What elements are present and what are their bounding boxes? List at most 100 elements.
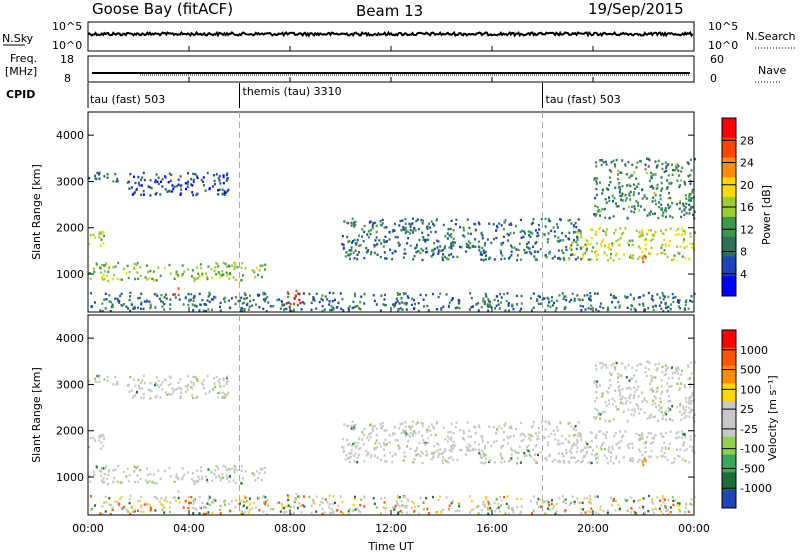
velocity-cell bbox=[677, 454, 680, 458]
velocity-cell bbox=[643, 411, 646, 414]
power-cell bbox=[369, 253, 372, 256]
velocity-cell bbox=[88, 379, 91, 383]
power-cell bbox=[607, 259, 610, 262]
power-cell bbox=[585, 249, 588, 252]
velocity-cell bbox=[611, 403, 614, 406]
power-cell bbox=[631, 257, 634, 260]
velocity-cell bbox=[664, 446, 667, 449]
power-cell bbox=[656, 293, 659, 296]
power-cell bbox=[102, 231, 105, 235]
velocity-cell bbox=[152, 473, 155, 476]
velocity-cell bbox=[641, 453, 644, 457]
power-cell bbox=[423, 305, 426, 308]
velocity-cell bbox=[225, 468, 228, 472]
velocity-cell bbox=[638, 448, 641, 451]
velocity-cell bbox=[441, 451, 444, 455]
velocity-cell bbox=[423, 508, 426, 511]
power-cell bbox=[128, 271, 131, 274]
power-cell bbox=[691, 213, 694, 217]
power-cell bbox=[213, 269, 216, 273]
power-cell bbox=[89, 292, 92, 295]
velocity-cell bbox=[509, 435, 512, 438]
velocity-cell bbox=[425, 428, 428, 432]
velocity-cell bbox=[520, 505, 523, 508]
power-cell bbox=[605, 233, 608, 237]
power-cell bbox=[422, 298, 425, 301]
velocity-cell bbox=[208, 494, 211, 498]
power-cell bbox=[505, 299, 508, 303]
velocity-cell bbox=[667, 498, 670, 502]
velocity-cell bbox=[620, 397, 623, 401]
velocity-cell bbox=[519, 421, 522, 425]
velocity-cell bbox=[573, 500, 576, 504]
velocity-cell bbox=[159, 477, 162, 481]
velocity-cell bbox=[366, 453, 369, 456]
velocity-cell bbox=[662, 501, 665, 504]
velocity-cell bbox=[452, 458, 455, 462]
power-cell bbox=[690, 295, 693, 298]
velocity-cell bbox=[548, 453, 551, 457]
power-cell bbox=[650, 297, 653, 301]
power-cell bbox=[393, 229, 396, 232]
velocity-cell bbox=[691, 416, 694, 420]
velocity-cell bbox=[589, 502, 592, 505]
velocity-cell bbox=[403, 455, 406, 458]
power-cell bbox=[230, 297, 233, 300]
velocity-cell bbox=[101, 479, 104, 482]
power-cell bbox=[98, 231, 101, 234]
velocity-cell bbox=[104, 467, 107, 470]
velocity-cell bbox=[116, 480, 119, 483]
power-cell bbox=[190, 275, 193, 278]
power-cell bbox=[217, 189, 220, 192]
power-cell bbox=[669, 205, 672, 208]
velocity-cell bbox=[394, 504, 397, 508]
velocity-cell bbox=[689, 402, 692, 405]
power-cell bbox=[684, 303, 687, 307]
power-cell bbox=[161, 300, 164, 304]
velocity-cell bbox=[393, 432, 396, 435]
power-cell bbox=[519, 258, 522, 261]
velocity-cell bbox=[527, 444, 530, 447]
velocity-cell bbox=[587, 510, 590, 513]
power-cell bbox=[236, 266, 239, 269]
power-cell bbox=[125, 305, 128, 308]
velocity-cell bbox=[92, 436, 95, 440]
power-cell bbox=[421, 249, 424, 252]
power-cell bbox=[524, 232, 527, 235]
power-cell bbox=[439, 292, 442, 295]
power-cell bbox=[100, 271, 103, 274]
velocity-cell bbox=[212, 388, 215, 391]
velocity-cell bbox=[169, 501, 172, 504]
power-cell bbox=[499, 249, 502, 253]
velocity-cell bbox=[639, 450, 642, 453]
power-cell bbox=[422, 235, 425, 239]
power-cell bbox=[217, 271, 220, 274]
power-cell bbox=[587, 243, 590, 246]
power-cell bbox=[661, 214, 664, 217]
velocity-cell bbox=[116, 380, 119, 384]
power-cell bbox=[664, 161, 667, 164]
velocity-cell bbox=[287, 504, 290, 507]
velocity-cell bbox=[122, 470, 125, 474]
velocity-cell bbox=[148, 480, 151, 483]
power-cell bbox=[404, 222, 407, 225]
velocity-cell bbox=[631, 408, 634, 412]
power-cell bbox=[110, 305, 113, 309]
velocity-cell bbox=[689, 385, 692, 388]
power-cell bbox=[647, 157, 650, 161]
power-cell bbox=[272, 305, 275, 308]
velocity-cell bbox=[660, 449, 663, 453]
velocity-cell bbox=[660, 432, 663, 435]
power-colorbar-swatch bbox=[722, 256, 736, 277]
velocity-cell bbox=[198, 478, 201, 481]
power-cell bbox=[638, 303, 641, 306]
velocity-cell bbox=[562, 500, 565, 504]
power-cell bbox=[630, 256, 633, 260]
velocity-cell bbox=[210, 471, 213, 474]
velocity-cell bbox=[454, 425, 457, 429]
power-cell bbox=[99, 309, 102, 312]
velocity-cell bbox=[603, 454, 606, 457]
power-cell bbox=[384, 257, 387, 260]
power-cell bbox=[196, 266, 199, 269]
power-cell bbox=[332, 306, 335, 310]
